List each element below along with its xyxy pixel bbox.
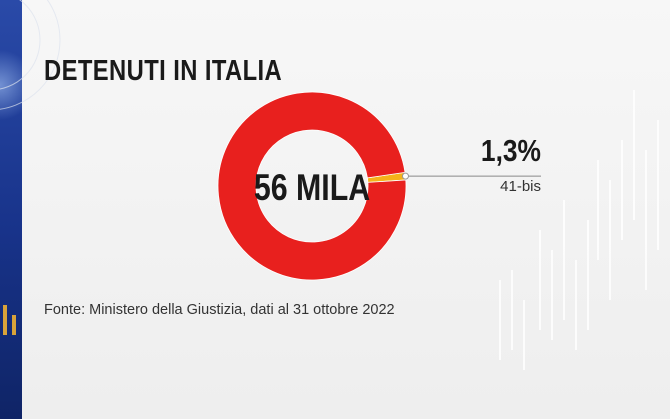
left-decor-bar [12, 315, 16, 335]
leader-dot [401, 172, 409, 180]
slice-percent-label: 1,3% [480, 133, 541, 168]
donut-center-label: 56 MILA [253, 167, 371, 208]
chart-title: DETENUTI IN ITALIA [44, 55, 283, 87]
slice-category-label: 41-bis [500, 178, 541, 195]
donut-slice-rest [217, 91, 407, 281]
source-note: Fonte: Ministero della Giustizia, dati a… [44, 302, 395, 318]
left-decor-bar [3, 305, 7, 335]
